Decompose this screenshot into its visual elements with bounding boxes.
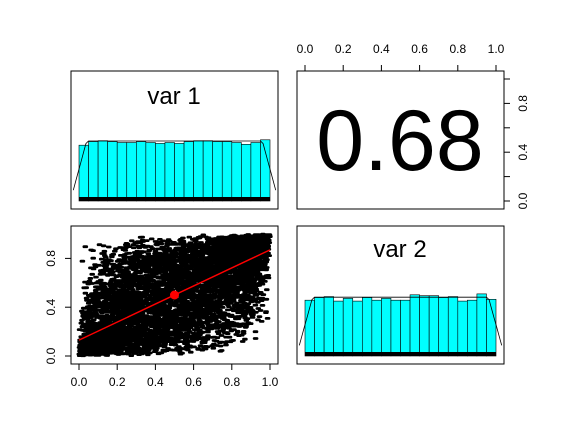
hist-bar (231, 142, 242, 202)
hist-bar (447, 296, 459, 357)
hist-bar (352, 300, 363, 357)
right-tick-label: 0.8 (516, 95, 530, 112)
hist-bar (212, 141, 223, 202)
top-tick-label: 0.0 (297, 42, 314, 56)
correlation-panel: 0.68 (316, 93, 483, 189)
top-tick-label: 1.0 (488, 42, 505, 56)
hist-bar (107, 141, 118, 202)
hist-bar (136, 141, 147, 202)
hist-bar (361, 297, 373, 357)
hist-bar (438, 297, 449, 357)
hist-bar (126, 142, 137, 202)
hist-bar (145, 142, 156, 202)
x-tick-label: 0.0 (71, 375, 88, 389)
correlation-value: 0.68 (316, 93, 483, 189)
center-point (170, 290, 179, 300)
hist-bar (260, 139, 271, 202)
hist-bar (174, 143, 185, 202)
hist-bar (371, 299, 382, 357)
x-tick-label: 1.0 (262, 375, 279, 389)
scatter-point-cloud (76, 232, 273, 358)
top-tick-label: 0.6 (411, 42, 428, 56)
x-tick-label: 0.6 (185, 375, 202, 389)
x-tick-label: 0.4 (147, 375, 164, 389)
hist-bar (400, 299, 411, 357)
hist-bar (390, 299, 401, 357)
right-tick-label: 0.4 (516, 144, 530, 161)
histogram-var1 (72, 139, 277, 202)
panel-var1-frame (70, 70, 279, 210)
var1-title: var 1 (147, 83, 200, 110)
hist-bar (457, 300, 468, 357)
y-tick-label: 0.0 (44, 347, 58, 364)
hist-bar (97, 140, 108, 202)
y-tick-label: 0.4 (44, 299, 58, 316)
scatter-points (76, 232, 273, 358)
hist-bar (116, 142, 128, 202)
hist-bar (183, 141, 194, 202)
axes: 0.0 0.2 0.4 0.6 0.8 1.0 0.0 0.4 0.8 0.0 0.2 0.4 0.6 0… (44, 42, 530, 389)
density-curve (72, 140, 277, 191)
hist-bar (428, 295, 439, 357)
hist-bar (333, 300, 344, 357)
histogram-var2 (298, 293, 503, 357)
hist-bar (155, 143, 166, 202)
hist-bar (323, 296, 334, 357)
hist-bar (409, 294, 420, 357)
hist-bar (314, 297, 325, 357)
hist-bar (241, 144, 252, 202)
hist-bar (467, 299, 478, 357)
rug-marks (79, 197, 270, 201)
panel-var2-frame (296, 225, 505, 365)
x-tick-label: 0.2 (109, 375, 126, 389)
hist-bar (342, 298, 354, 357)
y-tick-label: 0.8 (44, 250, 58, 267)
top-tick-label: 0.2 (335, 42, 352, 56)
hist-bar (381, 298, 392, 357)
var2-title: var 2 (373, 236, 426, 263)
hist-bar (164, 142, 175, 202)
hist-bar (202, 140, 213, 202)
density-curve (298, 296, 503, 346)
hist-bar (78, 144, 89, 202)
hist-bar (250, 142, 261, 202)
hist-bar (476, 293, 487, 357)
scatterplot-var1-var2 (76, 232, 273, 358)
hist-bar (419, 295, 430, 357)
right-tick-label: 0.0 (516, 192, 530, 209)
top-tick-label: 0.4 (373, 42, 390, 56)
hist-bar (88, 141, 99, 202)
top-tick-label: 0.8 (449, 42, 466, 56)
hist-bar (221, 141, 233, 202)
x-tick-label: 0.8 (223, 375, 240, 389)
rug-marks (305, 352, 496, 356)
hist-bar (193, 140, 204, 202)
